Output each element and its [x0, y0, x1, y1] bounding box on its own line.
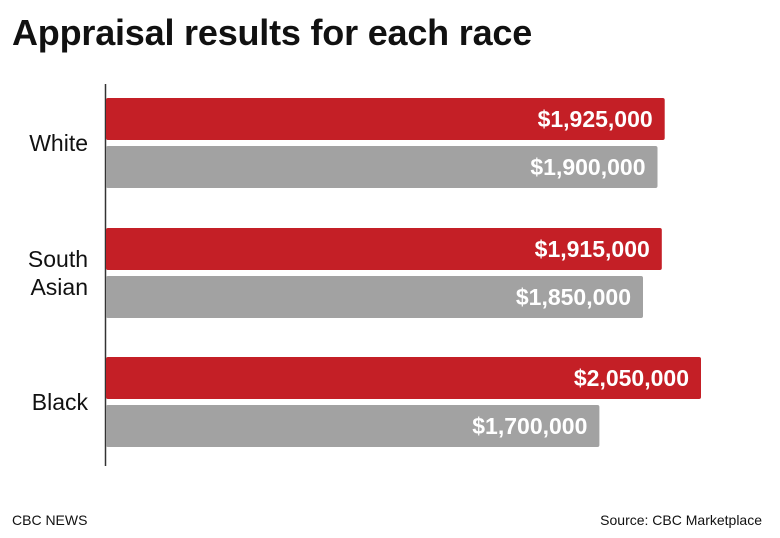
- category-label: South: [28, 246, 88, 272]
- bar-series-2-cat-0: [106, 146, 658, 188]
- bar-series-2-cat-2: [106, 405, 600, 447]
- bar-value-label: $1,850,000: [516, 284, 631, 310]
- publisher-credit: CBC NEWS: [12, 512, 88, 528]
- bar-value-label: $1,915,000: [535, 236, 650, 262]
- category-label: Asian: [30, 274, 88, 300]
- bar-series-1-cat-0: [106, 98, 665, 140]
- category-label: Black: [32, 389, 89, 415]
- bar-series-1-cat-2: [106, 357, 701, 399]
- bar-value-label: $2,050,000: [574, 365, 689, 391]
- chart-title: Appraisal results for each race: [12, 12, 533, 53]
- bar-value-label: $1,700,000: [472, 413, 587, 439]
- bar-value-label: $1,900,000: [530, 154, 645, 180]
- source-credit: Source: CBC Marketplace: [600, 512, 762, 528]
- bar-series-1-cat-1: [106, 228, 662, 270]
- bar-value-label: $1,925,000: [538, 106, 653, 132]
- bars-group: $1,925,000 $1,900,000 $1,915,000 $1,850,000…: [106, 98, 701, 447]
- bar-series-2-cat-1: [106, 276, 643, 318]
- category-label: White: [29, 130, 88, 156]
